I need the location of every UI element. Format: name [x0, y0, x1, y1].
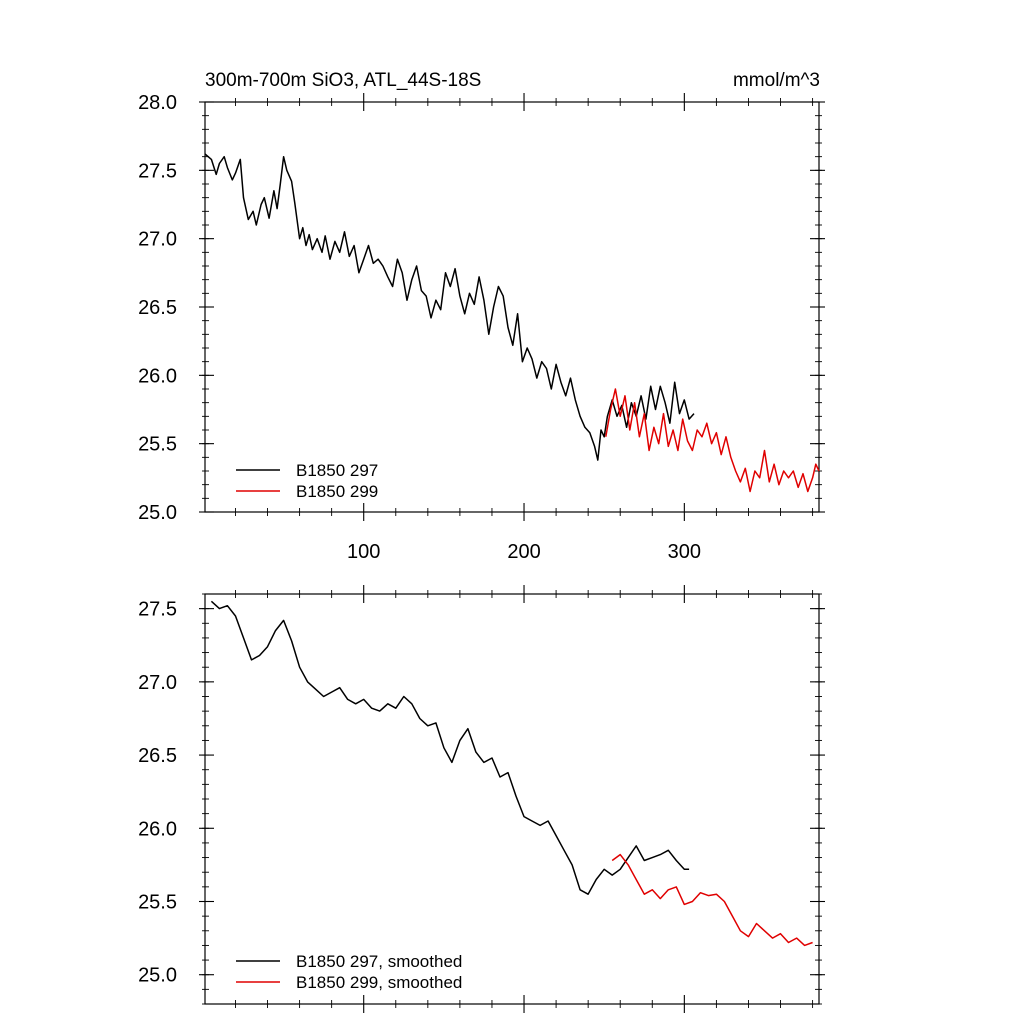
series-line-297 — [204, 153, 695, 461]
x-tick-label: 100 — [347, 541, 380, 563]
y-tick-label: 26.0 — [138, 818, 177, 840]
series-line-299 — [611, 853, 813, 947]
y-tick-label: 27.5 — [138, 599, 177, 621]
top-chart-units: mmol/m^3 — [733, 70, 820, 91]
y-tick-label: 27.0 — [138, 229, 177, 251]
y-tick-label: 25.5 — [138, 434, 177, 456]
top-legend-label-299: B1850 299 — [296, 482, 378, 501]
y-tick-label: 28.0 — [138, 92, 177, 114]
bottom-panel: 25.0 25.5 26.0 26.5 27.0 27.5 B1850 297, smoo… — [138, 585, 825, 1013]
series-line-299 — [605, 388, 820, 493]
top-plot-frame — [204, 101, 820, 513]
y-tick-label: 26.5 — [138, 745, 177, 767]
y-tick-label: 25.0 — [138, 965, 177, 987]
y-tick-label: 25.0 — [138, 502, 177, 524]
bottom-plot-frame — [204, 593, 820, 1005]
x-tick-label: 200 — [507, 541, 540, 563]
top-axis-ticks: 25.0 25.5 26.0 26.5 27.0 27.5 28.0 100 200 300 — [138, 92, 825, 563]
top-legend-label-297: B1850 297 — [296, 461, 378, 480]
top-chart-title: 300m-700m SiO3, ATL_44S-18S — [205, 70, 481, 91]
bottom-legend-label-299: B1850 299, smoothed — [296, 973, 462, 992]
y-tick-label: 27.0 — [138, 672, 177, 694]
bottom-axis-ticks: 25.0 25.5 26.0 26.5 27.0 27.5 — [138, 585, 825, 1013]
x-tick-label: 300 — [668, 541, 701, 563]
y-tick-label: 26.0 — [138, 365, 177, 387]
top-legend: B1850 297 B1850 299 — [236, 461, 378, 501]
series-line-297 — [210, 600, 690, 895]
bottom-legend: B1850 297, smoothed B1850 299, smoothed — [236, 952, 462, 992]
y-tick-label: 27.5 — [138, 160, 177, 182]
top-panel: 300m-700m SiO3, ATL_44S-18S mmol/m^3 25.… — [138, 70, 825, 563]
bottom-legend-label-297: B1850 297, smoothed — [296, 952, 462, 971]
y-tick-label: 26.5 — [138, 297, 177, 319]
y-tick-label: 25.5 — [138, 892, 177, 914]
top-series-group — [204, 153, 820, 493]
bottom-series-group — [210, 600, 813, 947]
